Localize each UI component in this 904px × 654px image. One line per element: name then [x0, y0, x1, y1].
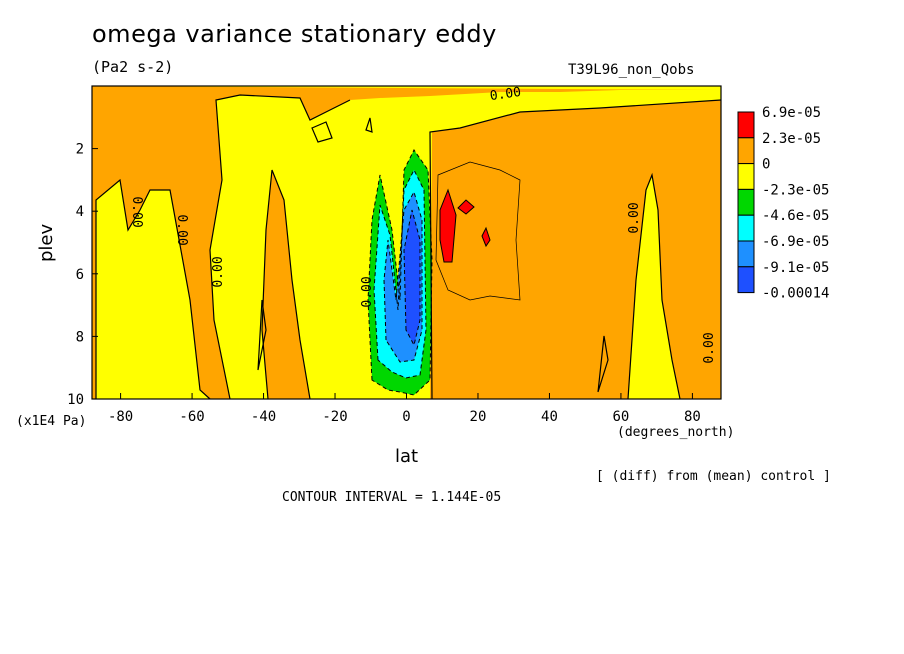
y-tick-label: 10 [67, 392, 84, 408]
x-axis-label: lat [395, 446, 419, 467]
contour-line [367, 149, 433, 396]
chart-title: omega variance stationary eddy [92, 20, 497, 48]
contour-line [373, 168, 427, 379]
x-tick-label: 20 [470, 409, 487, 425]
field-pos-red-tiny [481, 226, 491, 248]
contour-value-label: 0.00 [627, 202, 642, 233]
contour-value-label: 0.00 [702, 332, 717, 363]
field-pos-red [439, 188, 457, 263]
colorbar-label: 2.3e-05 [762, 131, 821, 147]
field-near-zero-tongue [262, 170, 310, 399]
x-tick-label: -60 [179, 409, 204, 425]
colorbar-swatch [737, 188, 755, 216]
x-tick-label: 40 [541, 409, 558, 425]
field-pos-red-small [457, 199, 475, 215]
colorbar-label: 6.9e-05 [762, 105, 821, 121]
field-layer [92, 86, 722, 400]
contour-line [209, 94, 351, 400]
x-tick-label: 80 [684, 409, 701, 425]
x-tick-label: -40 [251, 409, 276, 425]
contour-line [95, 178, 211, 400]
colorbar-swatch [737, 137, 755, 165]
colorbar-swatch [737, 111, 755, 139]
x-axis-units: (degrees_north) [617, 425, 735, 440]
x-tick-label: 0 [402, 409, 410, 425]
contour-line [435, 161, 521, 301]
x-tick-label: -80 [108, 409, 133, 425]
contour-line [403, 209, 421, 347]
contour-line [383, 190, 423, 363]
contour-line [627, 172, 681, 400]
run-label: T39L96_non_Qobs [568, 62, 695, 78]
colorbar-label: -4.6e-05 [762, 208, 829, 224]
colorbar-label: -0.00014 [762, 286, 829, 302]
colorbar-label: -6.9e-05 [762, 234, 829, 250]
colorbar-swatch [737, 214, 755, 242]
colorbar-swatch [737, 240, 755, 268]
y-tick-label: 8 [76, 329, 84, 345]
colorbar-label: -2.3e-05 [762, 182, 829, 198]
colorbar-label: 0 [762, 157, 770, 173]
contour-line [597, 335, 609, 393]
y-tick-label: 2 [76, 142, 84, 158]
field-neg-deep-blue [404, 210, 420, 345]
contour-value-label: 0.00 [174, 214, 189, 245]
contour-line [429, 99, 722, 400]
contour-value-label: 0.00 [129, 196, 144, 227]
colorbar-label: -9.1e-05 [762, 260, 829, 276]
contour-value-label: 0.00 [360, 276, 375, 307]
diff-note: [ (diff) from (mean) control ] [596, 469, 831, 484]
contour-interval: CONTOUR INTERVAL = 1.144E-05 [282, 490, 502, 505]
colorbar-swatch [737, 163, 755, 190]
y-axis-units: (x1E4 Pa) [16, 414, 87, 429]
contour-value-label: 0.00 [489, 85, 522, 104]
x-tick-label: -20 [322, 409, 347, 425]
contour-labels: 0.00 0.00 0.00 0.00 0.00 0.00 0.00 [129, 85, 717, 364]
contour-line [311, 121, 333, 143]
y-tick-label: 4 [76, 204, 84, 220]
chart-units: (Pa2 s-2) [92, 58, 174, 76]
contour-value-label: 0.00 [211, 256, 226, 287]
contour-line [365, 117, 373, 133]
contour-line [257, 299, 267, 371]
contour-line [261, 169, 311, 400]
colorbar: 6.9e-05 2.3e-05 0 -2.3e-05 -4.6e-05 -6.9e-05 -… [737, 105, 829, 302]
y-tick-label: 6 [76, 267, 84, 283]
x-tick-label: 60 [613, 409, 630, 425]
colorbar-swatch [737, 266, 755, 294]
field-near-zero-right [628, 175, 680, 399]
axes: -80 -60 -40 -20 0 20 40 60 80 2 4 6 8 10 [67, 142, 701, 425]
